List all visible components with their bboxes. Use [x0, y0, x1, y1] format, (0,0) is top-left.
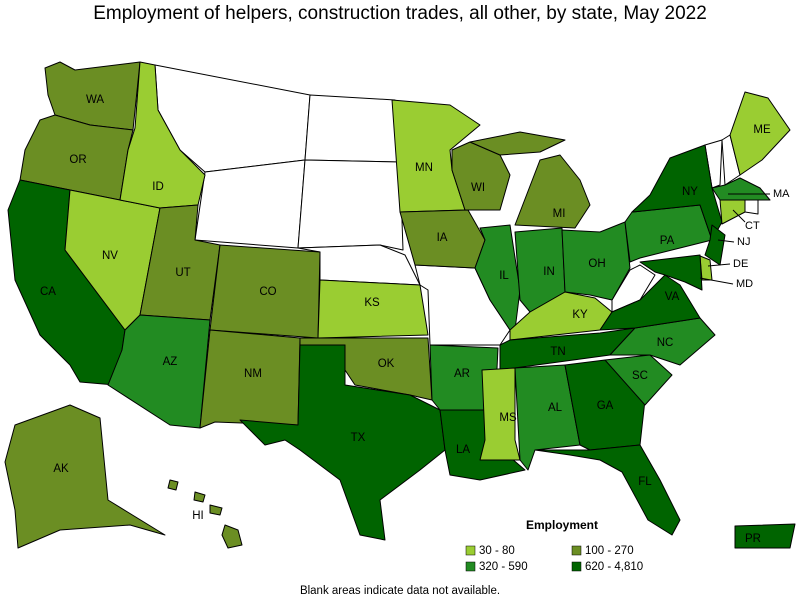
state-label: LA — [456, 444, 470, 456]
state-label: MN — [415, 162, 433, 174]
state-label: TX — [351, 432, 366, 444]
legend-label: 100 - 270 — [585, 545, 634, 557]
state-label: OK — [378, 358, 395, 370]
state-label: CO — [259, 286, 276, 298]
state-label: MA — [773, 188, 790, 200]
data-states — [4, 61, 796, 549]
state-label: MI — [553, 208, 566, 220]
state-label: ID — [152, 181, 164, 193]
state-shape — [604, 354, 673, 406]
state-label: MS — [499, 412, 517, 424]
legend-label: 30 - 80 — [479, 545, 515, 557]
legend-label: 320 - 590 — [479, 561, 528, 573]
legend-swatch — [465, 545, 476, 556]
state-label: HI — [192, 510, 204, 522]
note: Blank areas indicate data not available. — [300, 585, 500, 597]
state-shape — [711, 177, 771, 201]
state-label: IA — [437, 232, 448, 244]
state-label: KY — [572, 309, 588, 321]
state-shape — [704, 224, 726, 266]
state-shape — [209, 504, 223, 516]
state-label: NM — [244, 368, 262, 380]
state-shape — [469, 131, 566, 156]
state-shape — [107, 314, 211, 429]
state-shape — [699, 255, 713, 281]
state-label: CT — [745, 220, 760, 232]
state-label: NC — [657, 337, 674, 349]
state-shape — [639, 254, 703, 291]
state-label: MD — [736, 278, 753, 290]
state-label: PA — [660, 235, 675, 247]
state-label: AR — [454, 368, 470, 380]
legend: Employment 30 - 80 100 - 270 320 - 590 620 … — [465, 518, 643, 573]
blank-states — [154, 64, 759, 346]
leader-line — [707, 263, 731, 267]
state-label: SC — [632, 370, 648, 382]
state-shape — [729, 91, 791, 176]
legend-swatch — [571, 545, 582, 556]
state-label: NV — [102, 250, 118, 262]
state-label: ME — [753, 124, 771, 136]
leader-line — [699, 277, 734, 285]
state-shape — [239, 344, 446, 541]
state-label: WA — [86, 94, 104, 106]
state-shape — [624, 204, 713, 263]
state-shape — [317, 279, 429, 339]
state-label: DE — [733, 258, 748, 270]
state-label: AK — [53, 463, 69, 475]
title: Employment of helpers, construction trad… — [93, 3, 707, 24]
state-label: VA — [665, 291, 680, 303]
state-shape — [221, 524, 243, 549]
legend-swatch — [465, 561, 476, 572]
state-shape — [514, 154, 591, 229]
legend-swatch — [571, 561, 582, 572]
state-shape — [719, 199, 746, 225]
state-label: KS — [364, 297, 380, 309]
state-label: OH — [588, 258, 605, 270]
state-shape — [297, 159, 404, 251]
state-shape — [304, 94, 401, 163]
state-shape — [599, 274, 701, 331]
state-label: AL — [548, 402, 563, 414]
state-label: TN — [550, 346, 565, 358]
state-shape — [734, 523, 796, 549]
state-shape — [534, 444, 681, 536]
state-label: OR — [69, 154, 86, 166]
state-label: NY — [682, 186, 698, 198]
state-label: IL — [499, 270, 509, 282]
state-shape — [193, 491, 206, 503]
legend-label: 620 - 4,810 — [585, 561, 643, 573]
state-label: FL — [638, 476, 652, 488]
state-label: CA — [40, 286, 56, 298]
state-label: AZ — [163, 356, 178, 368]
leader-line — [717, 239, 735, 243]
state-shape — [4, 404, 166, 549]
state-shape — [744, 199, 759, 215]
legend-title: Employment — [526, 518, 598, 532]
state-label: UT — [175, 267, 190, 279]
state-label: NJ — [737, 236, 750, 248]
state-labels: WA OR CA NV ID UT AZ CO NM KS OK TX MN I… — [40, 94, 790, 545]
leader-line — [732, 209, 746, 223]
state-label: GA — [597, 400, 614, 412]
state-label: PR — [745, 533, 761, 545]
state-label: IN — [543, 266, 555, 278]
state-shape — [167, 479, 179, 491]
state-shape — [194, 159, 306, 249]
state-label: WI — [471, 182, 485, 194]
